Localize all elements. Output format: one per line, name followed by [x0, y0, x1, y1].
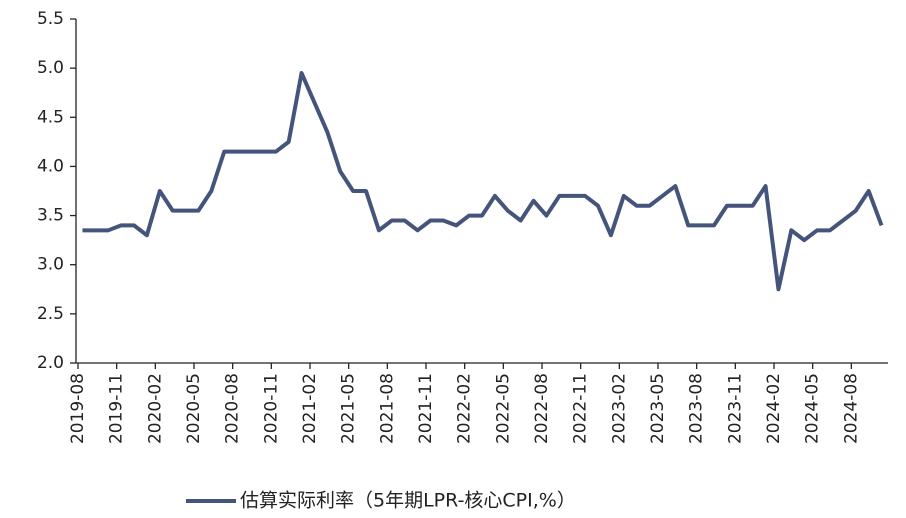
x-tick-label: 2021-05 [339, 373, 359, 444]
x-tick-label: 2021-08 [377, 373, 397, 444]
x-tick-label: 2021-02 [300, 373, 320, 444]
data-line [82, 71, 884, 292]
x-tick-label: 2023-08 [687, 373, 707, 444]
x-tick-label: 2019-08 [68, 373, 88, 444]
y-tick-label: 3.0 [37, 255, 64, 275]
x-tick-label: 2023-05 [648, 373, 668, 444]
x-tick-label: 2020-11 [261, 373, 281, 444]
y-tick-label: 2.0 [37, 353, 64, 373]
x-tick-label: 2021-11 [416, 373, 436, 444]
x-tick-label: 2024-02 [764, 373, 784, 444]
x-tick-label: 2024-05 [803, 373, 823, 444]
x-tick-label: 2023-11 [725, 373, 745, 444]
y-tick-label: 5.5 [37, 9, 64, 29]
y-tick-label: 5.0 [37, 58, 64, 78]
x-tick-label: 2020-05 [184, 373, 204, 444]
x-tick-label: 2020-02 [145, 373, 165, 444]
x-tick-label: 2022-02 [455, 373, 475, 444]
x-tick-label: 2023-02 [609, 373, 629, 444]
y-tick-label: 2.5 [37, 304, 64, 324]
y-tick-label: 4.5 [37, 107, 64, 127]
x-tick-label: 2022-11 [571, 373, 591, 444]
x-tick-label: 2024-08 [841, 373, 861, 444]
y-tick-label: 4.0 [37, 156, 64, 176]
legend-label: 估算实际利率（5年期LPR-核心CPI,%） [240, 490, 576, 512]
x-tick-label: 2022-08 [532, 373, 552, 444]
x-tick-label: 2019-11 [107, 373, 127, 444]
y-tick-label: 3.5 [37, 206, 64, 226]
x-tick-label: 2020-08 [223, 373, 243, 444]
x-tick-label: 2022-05 [493, 373, 513, 444]
